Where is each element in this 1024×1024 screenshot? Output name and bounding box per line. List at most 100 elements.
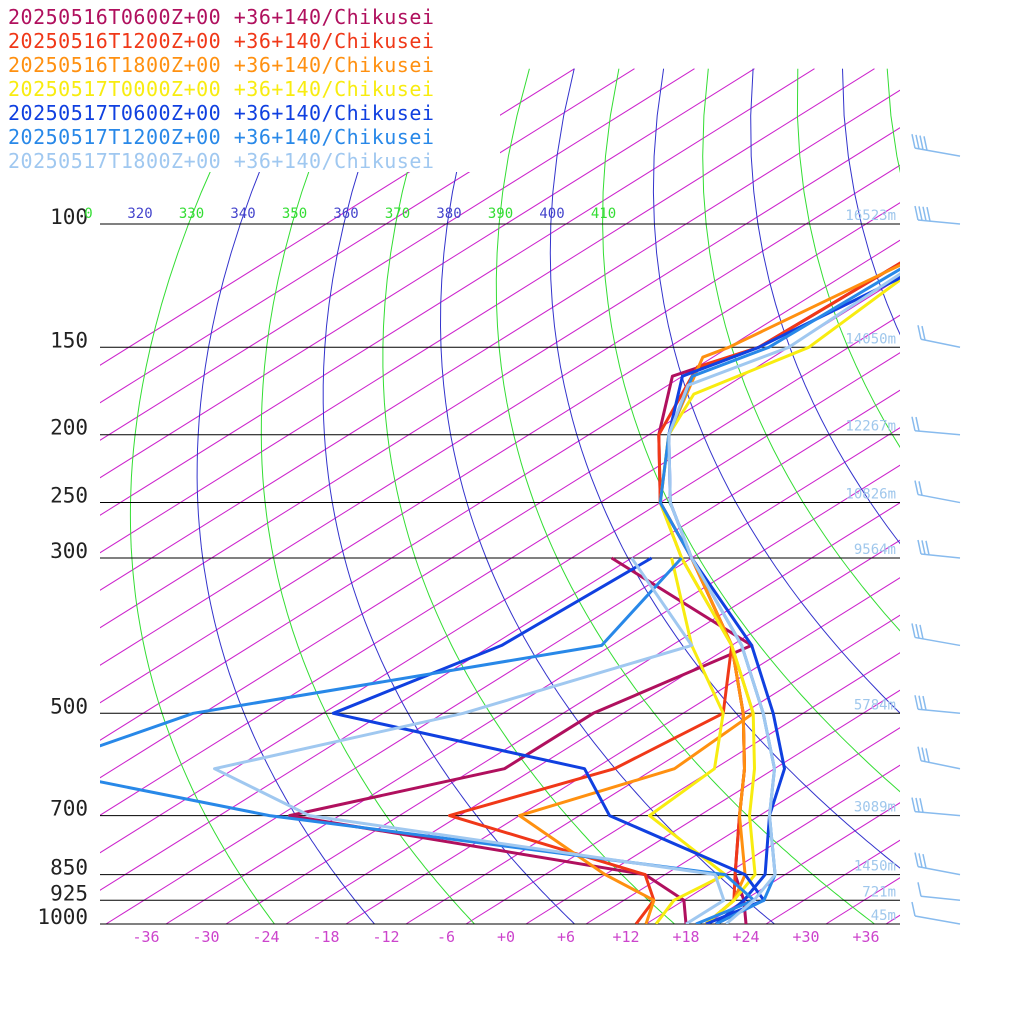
- dry-adiabat-line: [322, 68, 576, 924]
- x-tick-label: -36: [132, 928, 159, 946]
- wind-barb-flag: [918, 206, 923, 221]
- dry-adiabat-line: [750, 68, 900, 545]
- isotherm-line: [585, 727, 900, 924]
- legend-entry-2: 20250516T1200Z+00 +36+140/Chikusei: [8, 29, 434, 53]
- theta-label: 380: [436, 206, 461, 222]
- pressure-label: 300: [50, 539, 88, 563]
- wind-barb-flag: [914, 205, 919, 221]
- dry-adiabat-line: [932, 69, 1024, 939]
- wind-barb-flag: [917, 539, 922, 555]
- wind-barb-flag: [918, 853, 923, 868]
- isotherm-line: [100, 277, 900, 779]
- wind-barb-staff: [920, 338, 961, 348]
- dry-adiabat-line: [260, 68, 476, 924]
- dry-adiabat-line: [702, 68, 900, 632]
- isotherm-line: [465, 652, 900, 924]
- pressure-label: 500: [50, 694, 88, 718]
- legend-entry-6: 20250517T1200Z+00 +36+140/Chikusei: [8, 125, 434, 149]
- x-tick-label: +12: [612, 928, 639, 946]
- isotherm-line: [100, 127, 900, 629]
- wind-barb-flag: [918, 695, 923, 710]
- dewpoint-line-4: [648, 557, 727, 924]
- dry-adiabat-line: [977, 69, 1024, 939]
- wind-barb-flag: [922, 853, 927, 869]
- theta-label: 410: [591, 206, 616, 222]
- x-tick-label: +30: [792, 928, 819, 946]
- wind-barb-staff: [914, 810, 961, 817]
- sounding-profiles: [100, 261, 900, 924]
- isotherm-line: [100, 68, 575, 366]
- dry-adiabat-line: [549, 68, 900, 869]
- wind-barb-flag: [911, 797, 916, 812]
- height-label: 14050m: [845, 331, 896, 347]
- wind-barb-flag: [919, 798, 924, 813]
- x-tick-label: +0: [497, 928, 515, 946]
- x-tick-label: +24: [732, 928, 759, 946]
- height-label: 5784m: [854, 697, 896, 713]
- pressure-label: 700: [50, 797, 88, 821]
- wind-barb-flag: [914, 480, 919, 495]
- theta-label: 340: [230, 206, 255, 222]
- isobars: [100, 223, 900, 925]
- wind-barb-flag: [911, 416, 916, 431]
- theta-label: 360: [333, 206, 358, 222]
- legend-entry-3: 20250516T1800Z+00 +36+140/Chikusei: [8, 53, 434, 77]
- wind-barb-staff: [914, 636, 961, 647]
- x-tick-label: -30: [192, 928, 219, 946]
- height-label: 721m: [862, 884, 896, 900]
- wind-barb-flag: [921, 325, 926, 341]
- height-label: 16523m: [845, 208, 896, 224]
- legend-entry-5: 20250517T0600Z+00 +36+140/Chikusei: [8, 101, 434, 125]
- wind-barb-staff: [914, 147, 961, 157]
- isotherm-line: [885, 914, 900, 924]
- dewpoint-line-7: [213, 557, 726, 924]
- pressure-label: 200: [50, 416, 88, 440]
- legend-background: [0, 0, 500, 172]
- isotherm-line: [100, 68, 695, 441]
- height-label: 3089m: [854, 800, 896, 816]
- isotherm-line: [645, 764, 900, 924]
- isotherm-line: [345, 577, 900, 924]
- wind-barb-staff: [920, 553, 961, 559]
- height-label: 10826m: [845, 487, 896, 503]
- wind-barb-staff: [917, 219, 961, 225]
- isotherm-line: [100, 239, 900, 741]
- x-tick-label: -6: [437, 928, 455, 946]
- wind-barb-flag: [917, 882, 922, 897]
- wind-barb-staff: [917, 708, 961, 715]
- wind-barb-staff: [917, 493, 961, 504]
- wind-barb-flag: [911, 623, 916, 638]
- theta-label: 0: [84, 206, 92, 222]
- pressure-label: 850: [50, 856, 88, 880]
- wind-barb-flag: [915, 623, 920, 639]
- wind-barb-flag: [915, 416, 920, 432]
- dewpoint-line-1: [288, 556, 754, 924]
- legend-entry-1: 20250516T0600Z+00 +36+140/Chikusei: [8, 5, 434, 29]
- pressure-label: 1000: [37, 905, 88, 929]
- wind-barb-flag: [925, 540, 930, 555]
- isotherm-line: [285, 539, 900, 924]
- x-tick-label: +36: [852, 928, 879, 946]
- wind-barb-flag: [911, 134, 916, 149]
- wind-barb-flag: [922, 206, 927, 221]
- isotherm-line: [100, 68, 755, 479]
- dewpoint-line-6: [100, 556, 756, 924]
- x-tick-label: -12: [372, 928, 399, 946]
- theta-label: 320: [127, 206, 152, 222]
- wind-barbs: [911, 134, 961, 925]
- wind-barb-staff: [920, 895, 961, 902]
- wind-barb-staff: [914, 915, 961, 925]
- legend: 20250516T0600Z+00 +36+140/Chikusei202505…: [0, 0, 500, 173]
- theta-label: 370: [385, 206, 410, 222]
- dry-adiabat-line: [196, 68, 376, 924]
- theta-label: 330: [179, 206, 204, 222]
- isotherm-line: [100, 68, 635, 404]
- wind-barb-flag: [914, 852, 919, 867]
- wind-barb-staff: [914, 429, 961, 436]
- wind-barb-flag: [925, 748, 930, 763]
- wind-barb-flag: [926, 206, 931, 222]
- isotherm-line: [100, 164, 900, 666]
- x-tick-label: +18: [672, 928, 699, 946]
- dry-adiabat-line: [886, 68, 900, 174]
